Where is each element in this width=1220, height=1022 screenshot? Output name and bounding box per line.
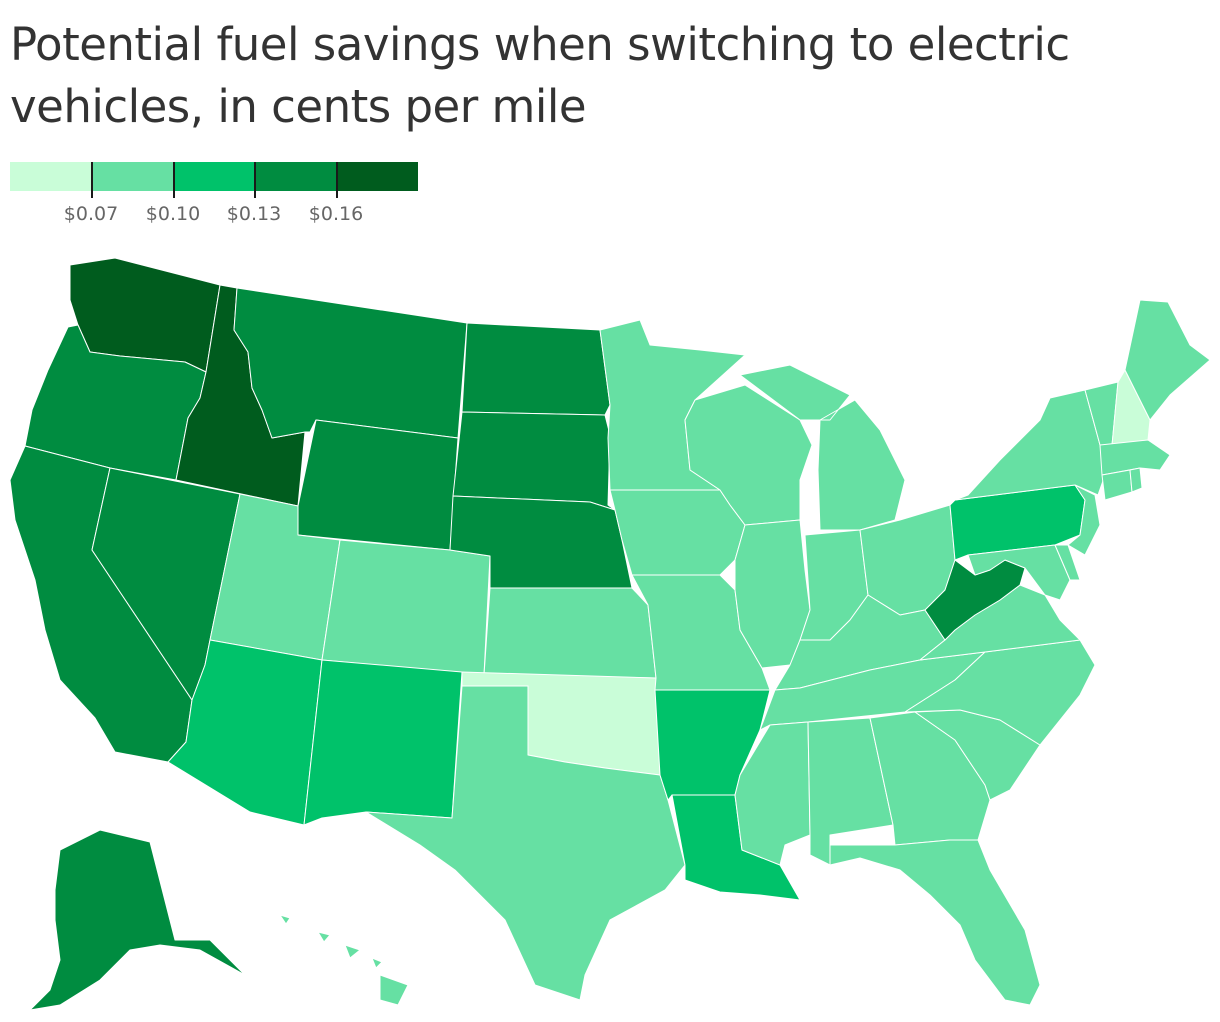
state-hi — [279, 914, 409, 1006]
state-sd — [452, 411, 616, 511]
legend-label: $0.13 — [226, 203, 282, 225]
state-ri — [1129, 467, 1143, 493]
legend-swatch-5 — [336, 162, 418, 191]
state-nm — [303, 659, 463, 826]
state-mi — [739, 364, 906, 531]
legend-label: $0.07 — [63, 203, 119, 225]
legend-swatch-4 — [254, 162, 337, 191]
legend-label: $0.10 — [145, 203, 201, 225]
legend-tick — [173, 162, 175, 198]
state-ct — [1101, 469, 1133, 501]
state-ak — [29, 829, 246, 1011]
legend-swatch-3 — [173, 162, 255, 191]
state-ks — [483, 587, 657, 679]
legend-color-bar — [10, 162, 418, 191]
state-wy — [297, 419, 459, 551]
state-or — [24, 324, 207, 481]
state-tx — [365, 685, 686, 1001]
legend-label: $0.16 — [308, 203, 364, 225]
legend-swatch-2 — [91, 162, 174, 191]
state-nj — [1067, 484, 1101, 556]
state-ia — [609, 489, 746, 576]
state-nd — [461, 322, 611, 416]
chart-title: Potential fuel savings when switching to… — [10, 18, 1070, 133]
state-co — [321, 539, 491, 676]
state-fl — [829, 839, 1041, 1006]
legend-swatch-1 — [10, 162, 92, 191]
state-nc — [904, 639, 1096, 746]
state-mt — [233, 287, 468, 439]
legend-tick — [91, 162, 93, 198]
color-legend: $0.07 $0.10 $0.13 $0.16 — [10, 162, 418, 225]
state-mo — [631, 574, 771, 691]
legend-tick — [336, 162, 338, 198]
state-nh — [1111, 369, 1151, 446]
legend-tick — [254, 162, 256, 198]
state-de — [1054, 544, 1081, 581]
state-me — [1124, 299, 1211, 421]
state-ny — [954, 389, 1106, 501]
